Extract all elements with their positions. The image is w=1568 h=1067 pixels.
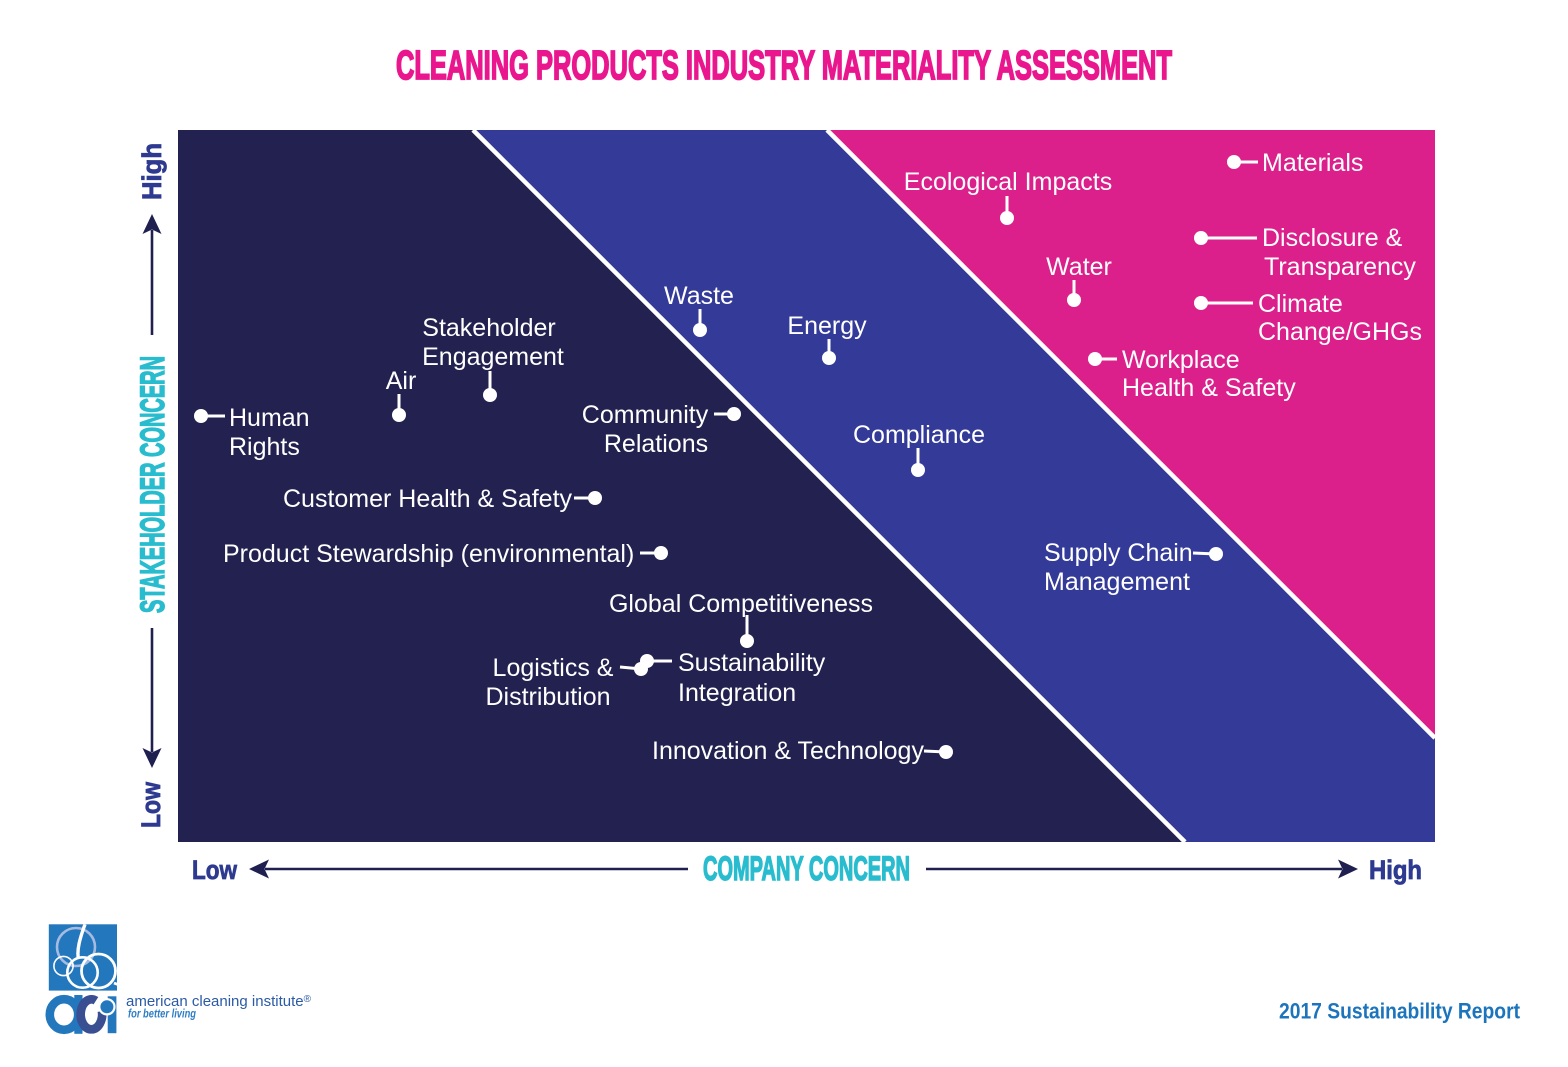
svg-text:Innovation & Technology: Innovation & Technology <box>652 737 924 765</box>
svg-text:Waste: Waste <box>664 282 734 310</box>
svg-text:Management: Management <box>1044 568 1190 596</box>
svg-text:Sustainability: Sustainability <box>678 649 826 677</box>
svg-text:Materials: Materials <box>1262 149 1363 177</box>
svg-text:Product Stewardship (environme: Product Stewardship (environmental) <box>223 540 634 568</box>
svg-text:Ecological Impacts: Ecological Impacts <box>904 168 1112 196</box>
svg-text:Compliance: Compliance <box>853 421 985 449</box>
svg-text:Stakeholder: Stakeholder <box>422 314 555 342</box>
svg-text:Logistics &: Logistics & <box>493 654 614 682</box>
svg-text:Relations: Relations <box>604 430 708 458</box>
svg-text:Distribution: Distribution <box>485 683 610 711</box>
svg-text:2017 Sustainability Report: 2017 Sustainability Report <box>1279 999 1521 1024</box>
svg-text:Transparency: Transparency <box>1264 253 1416 281</box>
svg-text:High: High <box>1369 855 1422 885</box>
svg-text:STAKEHOLDER CONCERN: STAKEHOLDER CONCERN <box>134 356 172 613</box>
svg-text:Customer Health & Safety: Customer Health & Safety <box>283 485 573 513</box>
svg-text:Health & Safety: Health & Safety <box>1122 374 1296 402</box>
svg-text:Engagement: Engagement <box>422 343 564 371</box>
svg-text:Supply Chain: Supply Chain <box>1044 539 1193 567</box>
svg-text:Air: Air <box>386 367 417 395</box>
svg-text:Climate: Climate <box>1258 290 1343 318</box>
svg-text:Low: Low <box>192 855 238 885</box>
svg-text:Integration: Integration <box>678 679 796 707</box>
svg-text:for better living: for better living <box>128 1007 197 1021</box>
svg-text:Community: Community <box>582 401 709 429</box>
svg-text:High: High <box>137 143 167 200</box>
svg-text:COMPANY CONCERN: COMPANY CONCERN <box>703 850 910 888</box>
svg-text:Change/GHGs: Change/GHGs <box>1258 318 1422 346</box>
svg-text:Energy: Energy <box>787 312 867 340</box>
svg-text:Low: Low <box>136 781 166 828</box>
svg-text:Workplace: Workplace <box>1122 346 1240 374</box>
svg-text:Disclosure &: Disclosure & <box>1262 224 1403 252</box>
svg-text:Water: Water <box>1046 253 1112 281</box>
svg-text:CLEANING PRODUCTS INDUSTRY MAT: CLEANING PRODUCTS INDUSTRY MATERIALITY A… <box>396 42 1172 88</box>
svg-text:Rights: Rights <box>229 433 300 461</box>
svg-text:Global Competitiveness: Global Competitiveness <box>609 590 873 618</box>
svg-text:Human: Human <box>229 404 310 432</box>
svg-text:american cleaning institute®: american cleaning institute® <box>126 993 312 1010</box>
